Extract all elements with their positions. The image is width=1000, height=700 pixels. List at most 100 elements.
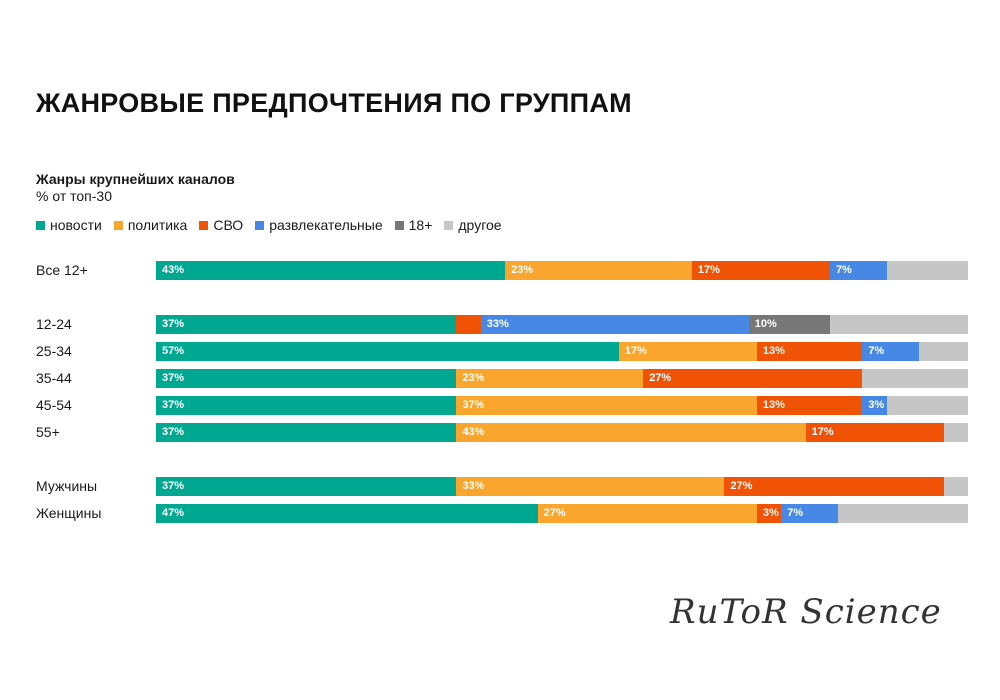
data-label: 27% [543, 507, 566, 519]
bar-segment: 37% [156, 423, 457, 442]
bar-segment: 37% [156, 477, 457, 496]
stacked-bar: 37% 37% 13% 3% [156, 396, 968, 415]
legend-item: политика [113, 217, 188, 233]
bar-segment: 57% [156, 342, 619, 361]
bar-segment: 47% [156, 504, 538, 523]
category-label: 55+ [36, 424, 60, 440]
bar-segment [886, 396, 968, 415]
chart-title: Жанры крупнейших каналов [36, 171, 235, 187]
stacked-bar: 37% 43% 17% [156, 423, 968, 442]
bar-segment: 13% [756, 396, 863, 415]
data-label: 57% [162, 345, 185, 357]
legend-swatch [255, 220, 265, 230]
data-label: 43% [462, 426, 485, 438]
bar-segment: 23% [505, 261, 692, 280]
legend-swatch [36, 220, 45, 230]
bar-segment: 37% [456, 396, 757, 415]
data-label: 37% [162, 372, 185, 384]
bar-segment: 17% [618, 342, 757, 361]
legend-item: развлекательные [255, 217, 383, 233]
bar-segment: 43% [156, 261, 506, 280]
category-label: Все 12+ [36, 262, 88, 278]
bar-segment: 23% [456, 369, 644, 388]
legend-swatch [444, 220, 454, 230]
bar-segment: 3% [756, 504, 782, 523]
legend-label: развлекательные [269, 217, 383, 233]
bar-segment: 33% [456, 477, 725, 496]
bar-segment: 7% [781, 504, 839, 523]
bar-segment: 17% [691, 261, 830, 280]
data-label: 27% [649, 372, 672, 384]
data-label: 7% [835, 264, 852, 276]
data-label: 13% [762, 345, 785, 357]
bar-segment: 7% [829, 261, 887, 280]
legend-label: политика [127, 217, 188, 233]
category-label: Женщины [36, 505, 102, 521]
legend-swatch [113, 220, 123, 230]
legend: новости политика СВО развлекательные 18+ друг… [36, 217, 502, 233]
bar-segment [919, 342, 968, 361]
data-label: 23% [462, 372, 485, 384]
category-label: 12-24 [36, 316, 72, 332]
stacked-bar: 37% 33% 27% [156, 477, 968, 496]
stacked-bar: 37% 33% 10% [156, 315, 968, 334]
data-label: 27% [730, 480, 753, 492]
stacked-bar: 43% 23% 17% 7% [156, 261, 968, 280]
page-title: ЖАНРОВЫЕ ПРЕДПОЧТЕНИЯ ПО ГРУППАМ [36, 88, 632, 118]
data-label: 3% [868, 399, 885, 411]
bar-segment: 37% [156, 315, 457, 334]
data-label: 37% [162, 318, 185, 330]
data-label: 23% [511, 264, 534, 276]
data-label: 47% [162, 507, 185, 519]
data-label: 7% [787, 507, 804, 519]
bar-segment: 33% [480, 315, 749, 334]
bar-segment [943, 423, 968, 442]
category-label: 35-44 [36, 370, 72, 386]
data-label: 37% [462, 399, 485, 411]
data-label: 37% [162, 399, 185, 411]
bar-segment: 27% [537, 504, 757, 523]
bar-segment: 37% [156, 369, 457, 388]
legend-label: другое [458, 217, 502, 233]
data-label: 10% [754, 318, 777, 330]
legend-label: 18+ [408, 217, 433, 233]
bar-segment: 37% [156, 396, 457, 415]
legend-label: СВО [213, 217, 244, 233]
chart-subtitle: % от топ-30 [36, 188, 112, 204]
bar-segment: 27% [724, 477, 944, 496]
legend-swatch [199, 220, 209, 230]
stacked-bar: 37% 23% 27% [156, 369, 968, 388]
bar-segment [829, 315, 968, 334]
bar-segment: 27% [643, 369, 863, 388]
bar-segment [943, 477, 968, 496]
bar-segment: 10% [748, 315, 830, 334]
legend-item: 18+ [394, 217, 433, 233]
bar-segment [838, 504, 968, 523]
bar-segment: 43% [456, 423, 806, 442]
data-label: 17% [811, 426, 834, 438]
bar-segment: 3% [862, 396, 887, 415]
stacked-bar: 47% 27% 3% 7% [156, 504, 968, 523]
legend-item: новости [36, 217, 102, 233]
data-label: 43% [162, 264, 185, 276]
legend-swatch [394, 220, 404, 230]
data-label: 13% [762, 399, 785, 411]
data-label: 37% [162, 426, 185, 438]
category-label: Мужчины [36, 478, 98, 494]
legend-label: новости [50, 217, 102, 233]
watermark-logo: RuToR Science [670, 592, 942, 632]
data-label: 17% [697, 264, 720, 276]
data-label: 37% [162, 480, 185, 492]
bar-segment [456, 315, 481, 334]
data-label: 33% [486, 318, 509, 330]
data-label: 33% [462, 480, 485, 492]
data-label: 3% [762, 507, 779, 519]
data-label: 7% [868, 345, 885, 357]
bar-segment: 13% [756, 342, 863, 361]
bar-segment: 7% [862, 342, 920, 361]
bar-segment [886, 261, 968, 280]
category-label: 45-54 [36, 397, 72, 413]
bar-segment: 17% [805, 423, 944, 442]
data-label: 17% [624, 345, 647, 357]
